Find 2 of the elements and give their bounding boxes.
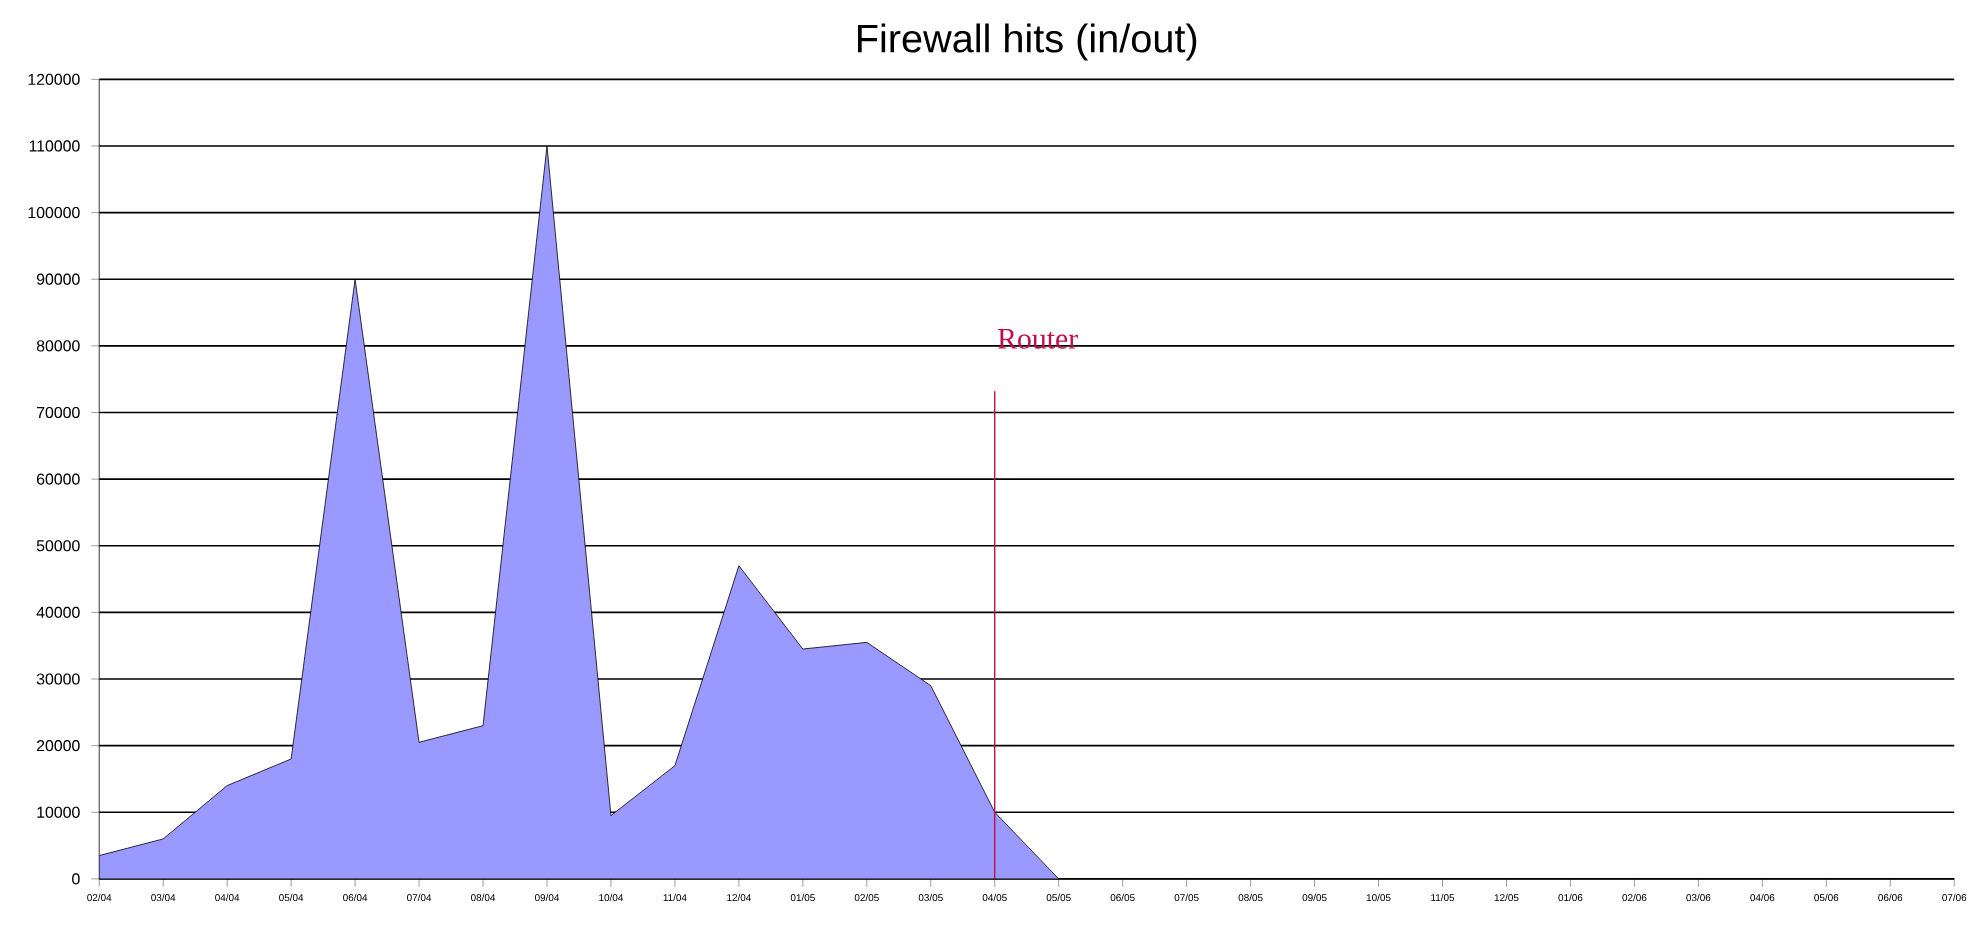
ref-line-label: Router	[998, 328, 1078, 349]
chart-title: Firewall hits (in/out)	[858, 23, 1197, 61]
